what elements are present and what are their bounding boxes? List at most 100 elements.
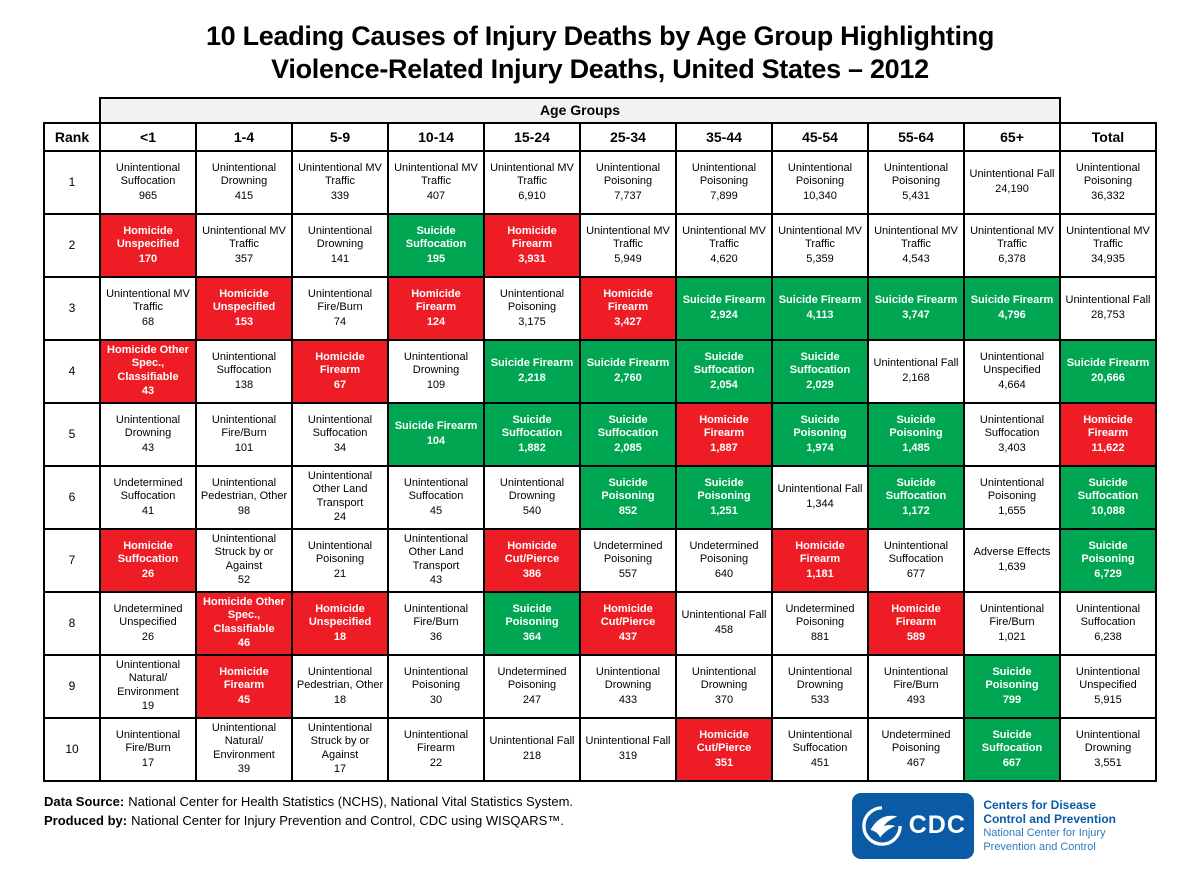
cause-label: Unintentional Fire/Burn xyxy=(403,602,469,629)
rank-cell: 6 xyxy=(43,464,101,530)
cause-value: 7,899 xyxy=(710,189,738,202)
cause-label: Unintentional MV Traffic xyxy=(394,161,478,188)
cause-label: Unintentional MV Traffic xyxy=(970,224,1054,251)
cause-label: Homicide Firearm xyxy=(699,413,749,440)
cause-cell: Unintentional Fire/Burn 1,021 xyxy=(963,590,1061,656)
cause-cell: Homicide Cut/Pierce 437 xyxy=(579,590,677,656)
cause-label: Homicide Firearm xyxy=(219,665,269,692)
cause-label: Unintentional MV Traffic xyxy=(874,224,958,251)
cause-cell: Unintentional Fall 28,753 xyxy=(1059,275,1157,341)
cause-label: Unintentional Drowning xyxy=(1075,728,1141,755)
cause-cell: Homicide Firearm 3,931 xyxy=(483,212,581,278)
cause-label: Homicide Firearm xyxy=(315,350,365,377)
cause-label: Suicide Firearm xyxy=(1066,357,1150,370)
rank-cell: 10 xyxy=(43,716,101,782)
column-header-row: Rank <1 1-4 5-9 10-14 15-24 25-34 35-44 45-54 55-… xyxy=(43,121,1157,152)
cause-value: 2,054 xyxy=(710,378,738,391)
cause-label: Homicide Unspecified xyxy=(212,287,276,314)
cause-value: 4,664 xyxy=(998,378,1026,391)
hhs-cdc-logo-box: CDC xyxy=(852,792,975,859)
cause-label: Unintentional MV Traffic xyxy=(298,161,382,188)
cause-label: Unintentional Poisoning xyxy=(403,665,469,692)
cause-cell: Unintentional Drowning 109 xyxy=(387,338,485,404)
cause-label: Unintentional Drowning xyxy=(499,476,565,503)
cause-label: Suicide Suffocation xyxy=(693,350,755,377)
rank-row-2: 2 Homicide Unspecified 170 Unintentional MV… xyxy=(43,212,1157,278)
cause-label: Unintentional Suffocation xyxy=(979,413,1045,440)
cause-label: Suicide Suffocation xyxy=(981,728,1043,755)
cause-cell: Unintentional Suffocation 965 xyxy=(99,149,197,215)
cause-cell: Suicide Firearm 104 xyxy=(387,401,485,467)
cdc-logo-text: Centers for Disease Control and Preventi… xyxy=(983,798,1116,855)
cause-cell: Undetermined Suffocation 41 xyxy=(99,464,197,530)
cause-value: 357 xyxy=(234,252,254,265)
cause-label: Homicide Unspecified xyxy=(116,224,180,251)
cause-value: 1,021 xyxy=(998,630,1026,643)
cause-cell: Undetermined Poisoning 881 xyxy=(771,590,869,656)
cause-value: 2,760 xyxy=(614,371,642,384)
cause-value: 467 xyxy=(906,756,926,769)
cause-label: Homicide Unspecified xyxy=(308,602,372,629)
cause-label: Suicide Poisoning xyxy=(889,413,943,440)
cause-value: 109 xyxy=(426,378,446,391)
age-groups-row: Age Groups xyxy=(44,96,1156,124)
cause-value: 74 xyxy=(333,315,347,328)
age-groups-header: Age Groups xyxy=(99,96,1061,124)
cause-cell: Homicide Unspecified 153 xyxy=(195,275,293,341)
cause-value: 34 xyxy=(333,441,347,454)
cause-cell: Suicide Firearm 2,218 xyxy=(483,338,581,404)
cause-cell: Suicide Suffocation 2,085 xyxy=(579,401,677,467)
cause-label: Unintentional Unspecified xyxy=(979,350,1045,377)
cause-label: Suicide Suffocation xyxy=(789,350,851,377)
cause-cell: Unintentional Drowning 533 xyxy=(771,653,869,719)
cause-label: Unintentional Fall xyxy=(585,735,671,748)
cause-value: 640 xyxy=(714,567,734,580)
column-header-11: Total xyxy=(1059,121,1157,152)
cause-value: 5,431 xyxy=(902,189,930,202)
cause-cell: Unintentional Fall 218 xyxy=(483,716,581,782)
rank-row-7: 7 Homicide Suffocation 26 Unintentional Str… xyxy=(43,527,1157,593)
cause-value: 17 xyxy=(333,763,347,776)
cause-label: Unintentional Drowning xyxy=(307,224,373,251)
cause-value: 589 xyxy=(906,630,926,643)
title-line-2: Violence-Related Injury Deaths, United S… xyxy=(271,53,929,84)
cause-value: 1,172 xyxy=(902,504,930,517)
cause-label: Unintentional Fire/Burn xyxy=(211,413,277,440)
cause-label: Unintentional MV Traffic xyxy=(490,161,574,188)
cause-value: 799 xyxy=(1002,693,1022,706)
cause-label: Unintentional Fire/Burn xyxy=(979,602,1045,629)
cause-cell: Undetermined Poisoning 640 xyxy=(675,527,773,593)
cause-label: Unintentional Suffocation xyxy=(307,413,373,440)
cause-value: 2,218 xyxy=(518,371,546,384)
cause-cell: Unintentional Suffocation 451 xyxy=(771,716,869,782)
cause-value: 19 xyxy=(141,700,155,713)
produced-by-label: Produced by: xyxy=(44,812,128,828)
cause-value: 36,332 xyxy=(1091,189,1125,202)
column-header-10: 65+ xyxy=(963,121,1061,152)
cdc-org-line-2: Control and Prevention xyxy=(983,812,1116,827)
cause-cell: Adverse Effects 1,639 xyxy=(963,527,1061,593)
cause-cell: Unintentional Poisoning 30 xyxy=(387,653,485,719)
cause-cell: Unintentional Natural/ Environment 19 xyxy=(99,653,197,719)
cause-value: 540 xyxy=(522,504,542,517)
cause-cell: Unintentional MV Traffic 357 xyxy=(195,212,293,278)
cause-value: 98 xyxy=(237,504,251,517)
cause-cell: Unintentional MV Traffic 5,359 xyxy=(771,212,869,278)
cause-value: 3,427 xyxy=(614,315,642,328)
cause-cell: Unintentional Unspecified 4,664 xyxy=(963,338,1061,404)
cause-label: Unintentional Fall xyxy=(681,609,767,622)
cause-value: 852 xyxy=(618,504,638,517)
cause-value: 141 xyxy=(330,252,350,265)
cause-value: 11,622 xyxy=(1091,441,1125,454)
cause-value: 5,359 xyxy=(806,252,834,265)
cause-cell: Unintentional MV Traffic 4,620 xyxy=(675,212,773,278)
cause-value: 104 xyxy=(426,434,446,447)
cause-value: 18 xyxy=(333,630,347,643)
cause-label: Suicide Suffocation xyxy=(597,413,659,440)
cause-cell: Unintentional Fall 458 xyxy=(675,590,773,656)
rank-cell: 5 xyxy=(43,401,101,467)
cause-value: 4,543 xyxy=(902,252,930,265)
cause-cell: Unintentional Suffocation 138 xyxy=(195,338,293,404)
cause-label: Unintentional Poisoning xyxy=(499,287,565,314)
cause-label: Undetermined Poisoning xyxy=(689,539,759,566)
